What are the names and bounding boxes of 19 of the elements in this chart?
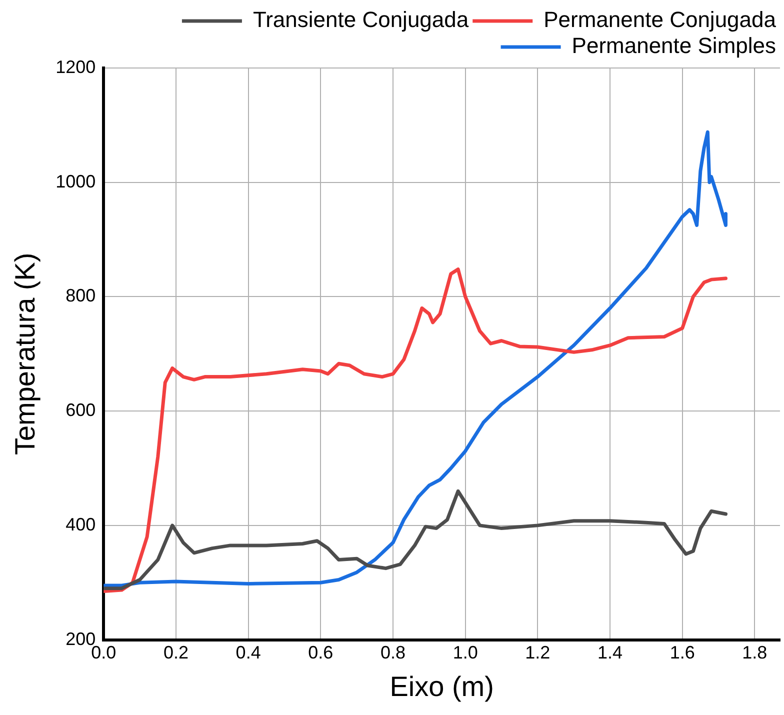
x-tick-label: 0.4 bbox=[236, 642, 261, 663]
x-tick-label: 1.0 bbox=[452, 642, 478, 663]
legend-label: Permanente Conjugada bbox=[544, 7, 777, 32]
y-tick-label: 1000 bbox=[56, 171, 96, 192]
legend-label: Transiente Conjugada bbox=[252, 7, 470, 32]
x-axis-title: Eixo (m) bbox=[390, 670, 494, 702]
x-tick-label: 1.4 bbox=[597, 642, 623, 663]
y-tick-label: 400 bbox=[66, 514, 96, 534]
x-tick-label: 0.2 bbox=[163, 642, 188, 663]
y-axis-title: Temperatura (K) bbox=[10, 252, 41, 456]
y-tick-label: 800 bbox=[66, 286, 96, 306]
y-tick-label: 600 bbox=[66, 400, 96, 420]
y-tick-label: 1200 bbox=[56, 56, 96, 77]
x-tick-label: 1.2 bbox=[525, 642, 550, 663]
x-tick-label: 0.8 bbox=[380, 642, 406, 663]
x-tick-label: 1.6 bbox=[670, 642, 695, 663]
legend-label: Permanente Simples bbox=[572, 33, 776, 58]
x-tick-label: 1.8 bbox=[742, 642, 768, 663]
x-tick-label: 0.6 bbox=[308, 642, 334, 663]
